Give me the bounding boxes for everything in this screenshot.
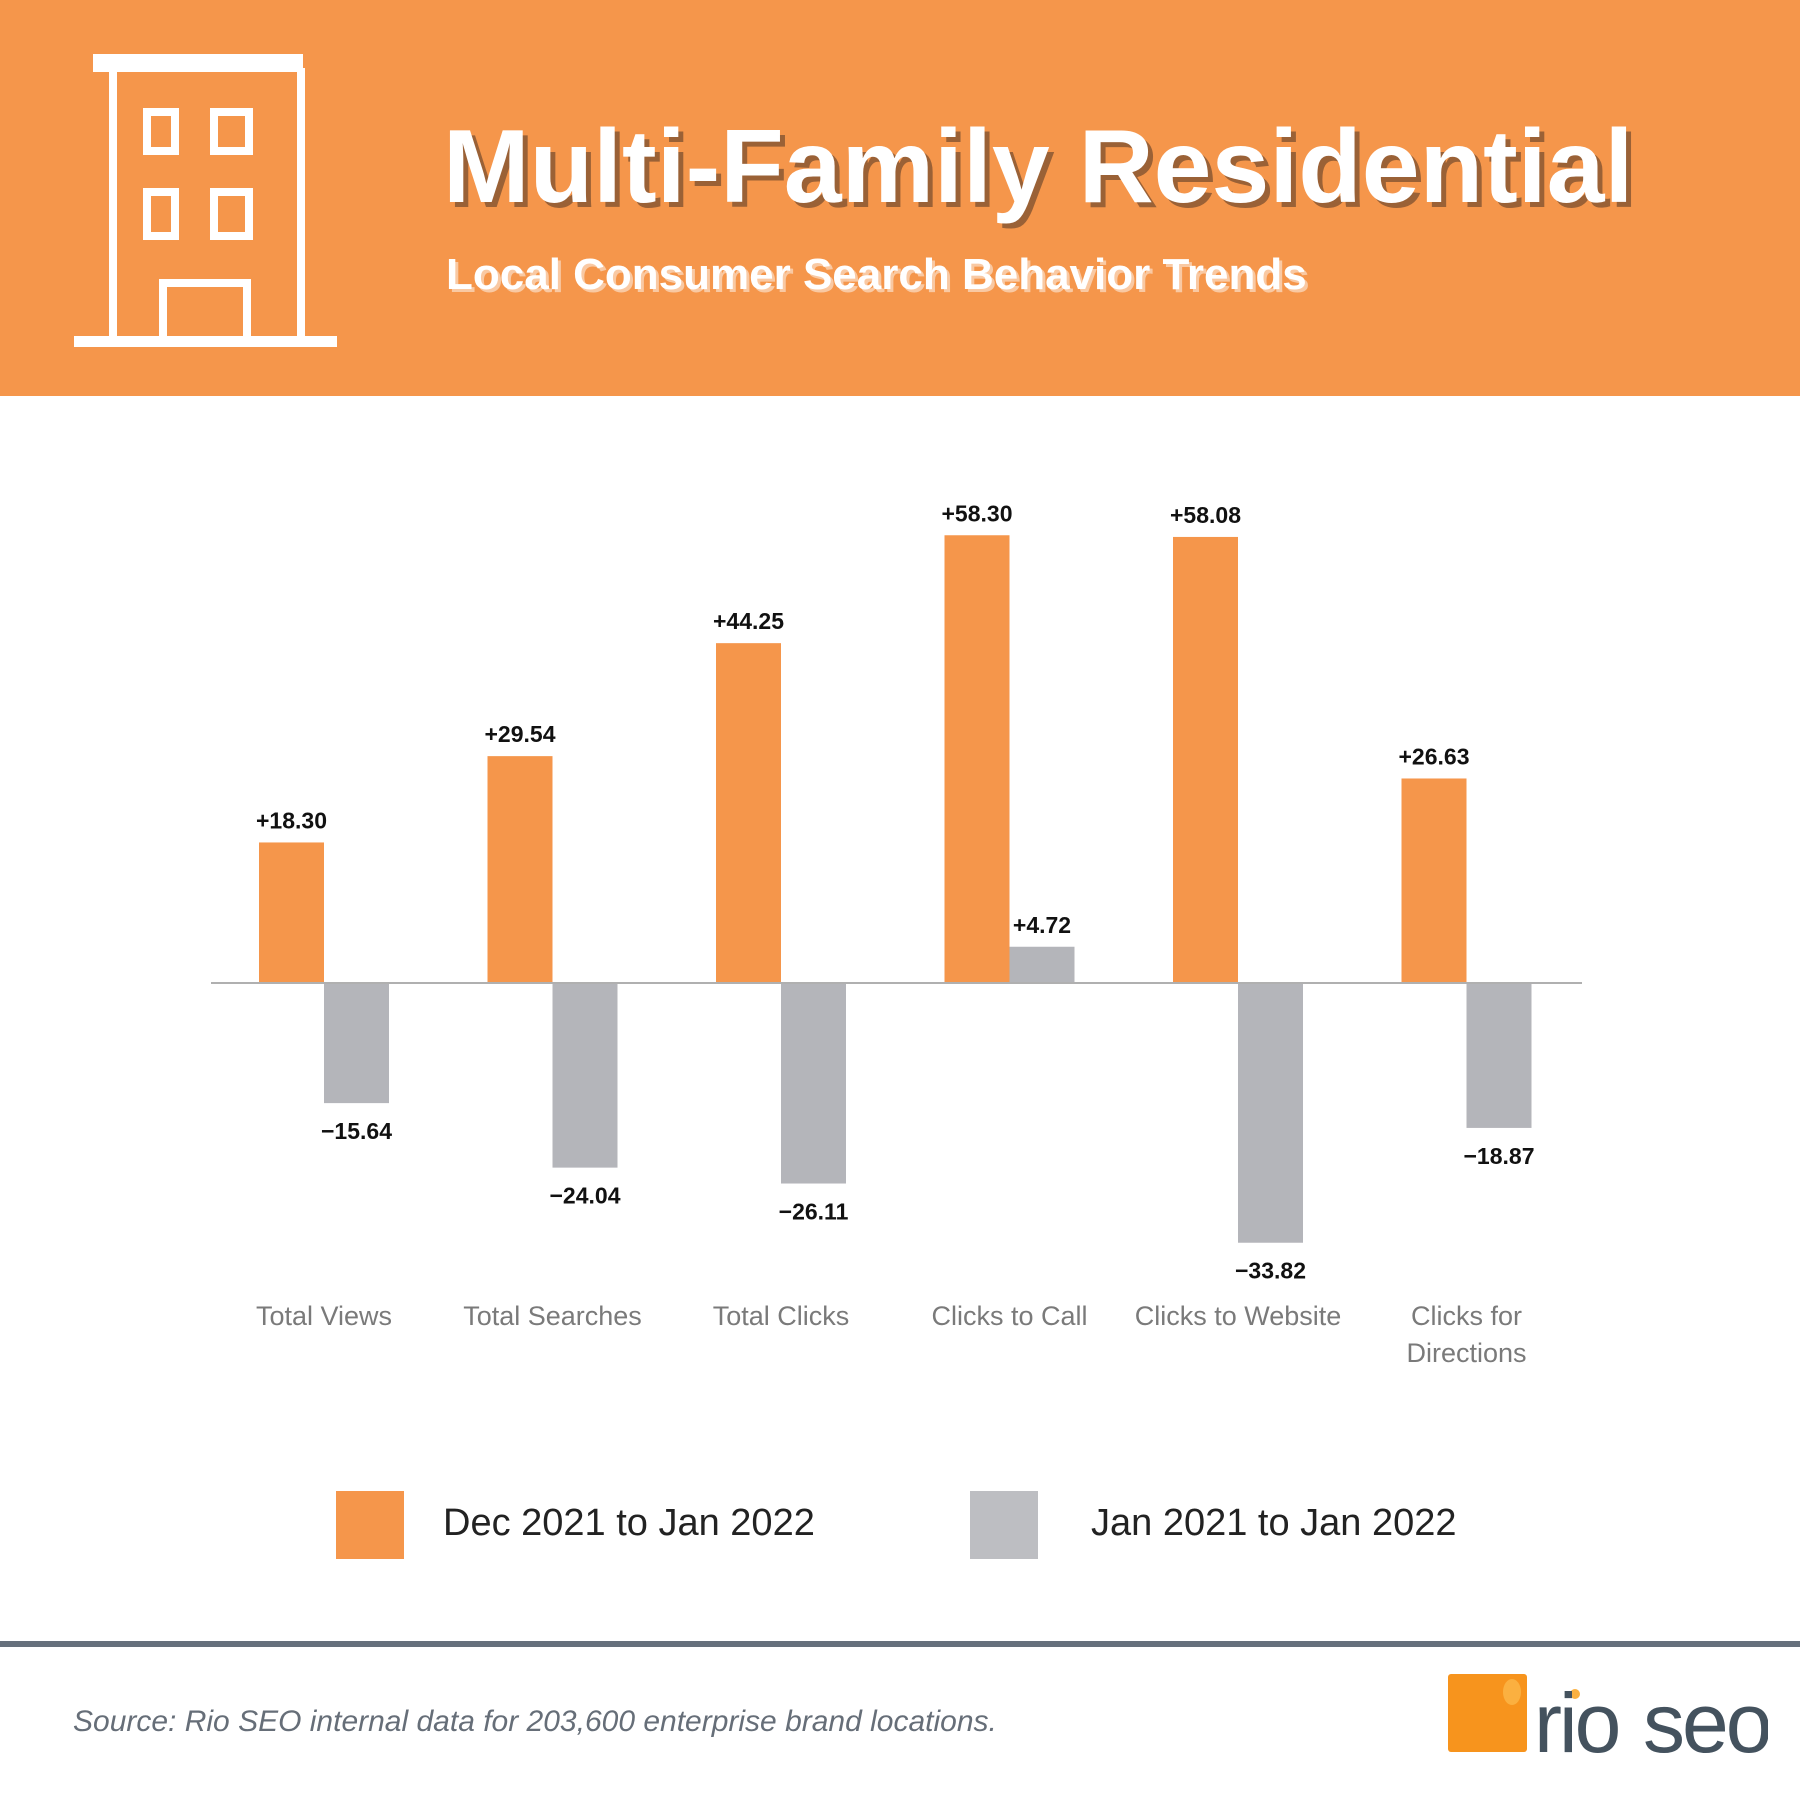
bar-total-clicks-series-2 bbox=[781, 983, 846, 1184]
data-label-total-searches-series-1: +29.54 bbox=[485, 721, 556, 747]
category-label-clicks-for-directions: Clicks for bbox=[1411, 1301, 1522, 1331]
bar-total-clicks-series-1 bbox=[716, 643, 781, 983]
footer-divider bbox=[0, 1641, 1800, 1647]
page-title: Multi-Family Residential bbox=[443, 109, 1634, 225]
category-label-clicks-to-call: Clicks to Call bbox=[931, 1301, 1087, 1331]
bar-clicks-to-call-series-2 bbox=[1009, 946, 1075, 983]
data-label-total-searches-series-2: −24.04 bbox=[550, 1183, 621, 1209]
data-label-clicks-to-website-series-2: −33.82 bbox=[1235, 1258, 1306, 1284]
data-label-clicks-for-directions-series-1: +26.63 bbox=[1399, 743, 1470, 769]
bar-total-views-series-1 bbox=[259, 842, 324, 983]
legend-label-dec-jan: Dec 2021 to Jan 2022 bbox=[443, 1502, 815, 1544]
legend-label-jan-jan: Jan 2021 to Jan 2022 bbox=[1091, 1502, 1457, 1544]
bar-clicks-for-directions-series-1 bbox=[1401, 778, 1467, 983]
svg-text:seo: seo bbox=[1643, 1676, 1768, 1762]
data-label-clicks-to-website-series-1: +58.08 bbox=[1170, 502, 1241, 528]
bar-clicks-to-website-series-2 bbox=[1238, 983, 1303, 1243]
svg-text:rio: rio bbox=[1534, 1676, 1619, 1762]
legend-swatch-jan-jan bbox=[970, 1491, 1038, 1559]
bar-total-searches-series-1 bbox=[487, 756, 553, 983]
category-label-total-clicks: Total Clicks bbox=[713, 1301, 850, 1331]
data-label-clicks-to-call-series-2: +4.72 bbox=[1013, 912, 1071, 938]
data-label-clicks-to-call-series-1: +58.30 bbox=[942, 500, 1013, 526]
building-icon bbox=[74, 54, 337, 347]
legend-swatch-dec-jan bbox=[336, 1491, 404, 1559]
source-note: Source: Rio SEO internal data for 203,60… bbox=[73, 1705, 997, 1738]
category-label-clicks-to-website: Clicks to Website bbox=[1135, 1301, 1342, 1331]
bar-total-searches-series-2 bbox=[552, 983, 618, 1168]
data-label-total-views-series-1: +18.30 bbox=[256, 807, 327, 833]
data-label-total-views-series-2: −15.64 bbox=[321, 1118, 392, 1144]
category-label-total-views: Total Views bbox=[256, 1301, 392, 1331]
header-banner: Multi-Family Residential Local Consumer … bbox=[0, 0, 1800, 396]
bar-clicks-for-directions-series-2 bbox=[1466, 983, 1532, 1128]
bar-clicks-to-call-series-1 bbox=[944, 535, 1010, 983]
bar-total-views-series-2 bbox=[324, 983, 389, 1104]
category-label-clicks-for-directions: Directions bbox=[1406, 1338, 1526, 1368]
data-label-clicks-for-directions-series-2: −18.87 bbox=[1464, 1143, 1535, 1169]
data-label-total-clicks-series-2: −26.11 bbox=[779, 1199, 849, 1225]
category-label-total-searches: Total Searches bbox=[463, 1301, 642, 1331]
bar-clicks-to-website-series-1 bbox=[1173, 536, 1238, 983]
rio-seo-logo: rio seo bbox=[1448, 1674, 1768, 1762]
data-label-total-clicks-series-1: +44.25 bbox=[713, 608, 784, 634]
bar-chart: +18.30 −15.64 Total Views +29.54 −24.04 Total… bbox=[211, 500, 1582, 1368]
page-subtitle: Local Consumer Search Behavior Trends bbox=[446, 250, 1307, 299]
